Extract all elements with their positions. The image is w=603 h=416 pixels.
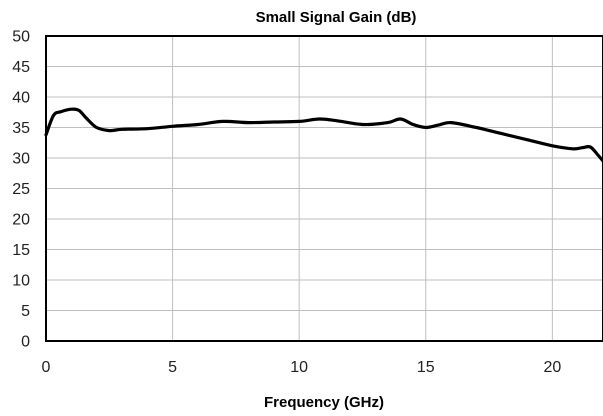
y-axis-ticks: 0 5 10 15 20 25 30 35 40 45 50 (12, 29, 30, 351)
plot-area-frame (45, 35, 603, 342)
y-tick-label: 25 (12, 181, 30, 198)
grid (46, 36, 603, 341)
y-tick-label: 15 (12, 242, 30, 259)
x-tick-label: 10 (290, 359, 308, 376)
y-tick-label: 5 (21, 303, 30, 320)
x-tick-label: 5 (168, 359, 177, 376)
y-tick-label: 40 (12, 90, 30, 107)
y-tick-label: 10 (12, 273, 30, 290)
chart-title: Small Signal Gain (dB) (256, 9, 417, 26)
y-tick-label: 0 (21, 334, 30, 351)
y-tick-label: 45 (12, 59, 30, 76)
x-tick-label: 0 (42, 359, 51, 376)
series-group (44, 107, 603, 163)
x-axis-ticks: 0 5 10 15 20 (42, 359, 562, 376)
y-tick-label: 30 (12, 151, 30, 168)
x-tick-label: 15 (417, 359, 435, 376)
x-axis-label: Frequency (GHz) (264, 394, 384, 411)
y-tick-label: 35 (12, 120, 30, 137)
y-tick-label: 20 (12, 212, 30, 229)
series-line-0 (44, 107, 603, 163)
x-tick-label: 20 (543, 359, 561, 376)
y-tick-label: 50 (12, 29, 30, 46)
